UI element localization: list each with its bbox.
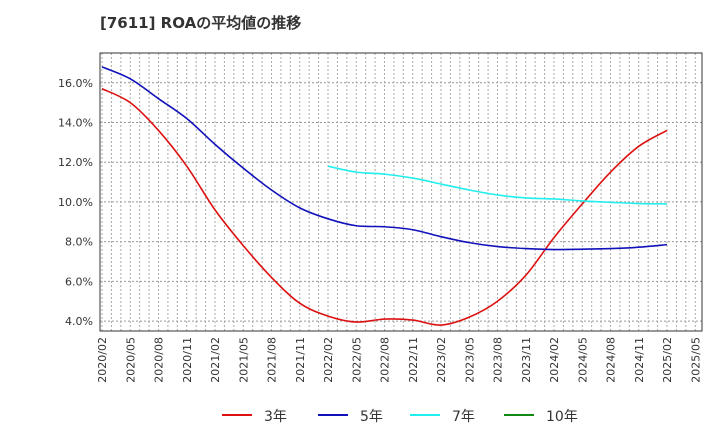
x-tick-label: 2024/02 [548, 337, 561, 383]
legend-label-7y: 7年 [452, 409, 475, 425]
axis-layer: 4.0% 6.0% 8.0% 10.0% 12.0% 14.0% 16.0% 2020/02 2… [58, 77, 702, 383]
y-tick-label: 12.0% [58, 156, 93, 169]
x-tick-label: 2025/05 [689, 337, 702, 383]
x-tick-label: 2022/02 [322, 337, 335, 383]
grid-layer [100, 53, 702, 331]
chart-title: [7611] ROAの平均値の推移 [100, 14, 302, 32]
y-tick-label: 16.0% [58, 77, 93, 90]
x-tick-label: 2023/08 [492, 337, 505, 383]
legend: 3年 5年 7年 10年 [0, 404, 720, 426]
x-tick-label: 2023/02 [435, 337, 448, 383]
x-tick-label: 2025/02 [661, 337, 674, 383]
x-tick-label: 2020/05 [124, 337, 137, 383]
y-tick-label: 10.0% [58, 196, 93, 209]
legend-label-3y: 3年 [264, 409, 287, 425]
x-tick-label: 2020/11 [181, 337, 194, 383]
series-line-2 [101, 66, 668, 251]
x-tick-label: 2023/05 [463, 337, 476, 383]
series-line-3 [327, 165, 668, 205]
legend-swatch-3y [222, 414, 252, 416]
x-tick-label: 2021/08 [266, 337, 279, 383]
x-tick-label: 2020/02 [96, 337, 109, 383]
y-tick-label: 8.0% [65, 236, 93, 249]
x-tick-label: 2022/05 [350, 337, 363, 383]
y-tick-label: 6.0% [65, 275, 93, 288]
x-tick-label: 2024/11 [633, 337, 646, 383]
x-tick-label: 2021/05 [237, 337, 250, 383]
y-tick-label: 4.0% [65, 315, 93, 328]
plot-frame [99, 52, 703, 332]
x-tick-label: 2021/02 [209, 337, 222, 383]
x-tick-label: 2020/08 [153, 337, 166, 383]
y-tick-label: 14.0% [58, 117, 93, 130]
legend-label-10y: 10年 [546, 409, 578, 425]
x-tick-label: 2022/11 [407, 337, 420, 383]
x-tick-label: 2022/08 [379, 337, 392, 383]
legend-swatch-10y [504, 414, 534, 416]
legend-swatch-7y [410, 414, 440, 416]
x-tick-label: 2024/05 [576, 337, 589, 383]
x-tick-label: 2023/11 [520, 337, 533, 383]
series-layer [101, 66, 668, 326]
x-tick-label: 2021/11 [294, 337, 307, 383]
legend-label-5y: 5年 [360, 409, 383, 425]
x-tick-label: 2024/08 [605, 337, 618, 383]
legend-swatch-5y [318, 414, 348, 416]
series-line-1 [101, 88, 668, 326]
